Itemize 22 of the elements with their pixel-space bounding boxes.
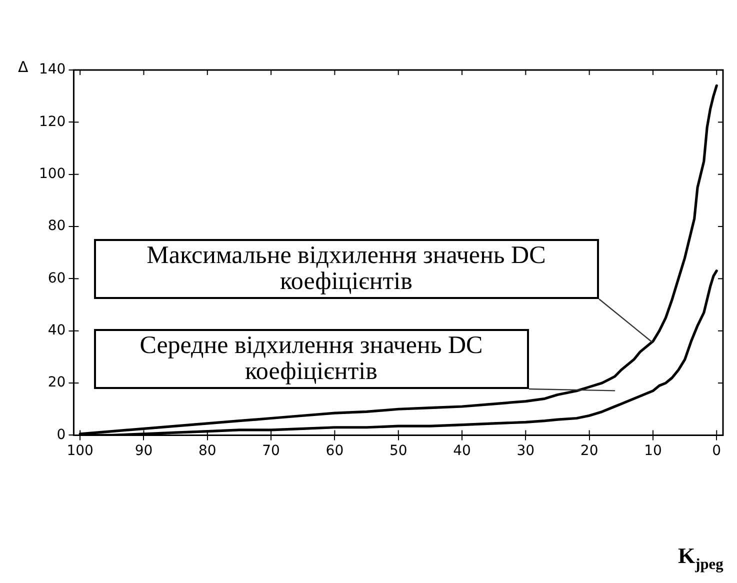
- callout-box: Середне відхилення значень DC коефіцієнтів: [94, 329, 529, 389]
- x-tick-label: 50: [389, 443, 408, 460]
- y-tick-label: 120: [38, 114, 66, 130]
- x-tick-label: 80: [198, 443, 216, 460]
- y-tick-label: 140: [38, 62, 66, 78]
- x-tick-label: 90: [134, 443, 153, 460]
- callout-box: Максимальне відхилення значень DC коефіцієнтів: [94, 239, 599, 299]
- y-axis-title: Δ: [18, 58, 29, 76]
- y-tick-label: 100: [38, 166, 66, 182]
- x-tick-label: 10: [644, 443, 662, 460]
- x-tick-label: 0: [712, 443, 722, 460]
- x-tick-label: 40: [453, 443, 471, 460]
- y-tick-label: 60: [48, 270, 66, 286]
- y-tick-label: 20: [48, 374, 66, 391]
- x-tick-label: 70: [262, 443, 280, 460]
- y-tick-label: 0: [56, 426, 66, 443]
- y-tick-label: 40: [48, 322, 66, 338]
- x-tick-label: 30: [516, 443, 535, 460]
- x-tick-label: 60: [326, 443, 344, 460]
- x-tick-label: 100: [66, 443, 94, 460]
- y-tick-label: 80: [48, 218, 66, 234]
- x-tick-label: 20: [580, 443, 598, 460]
